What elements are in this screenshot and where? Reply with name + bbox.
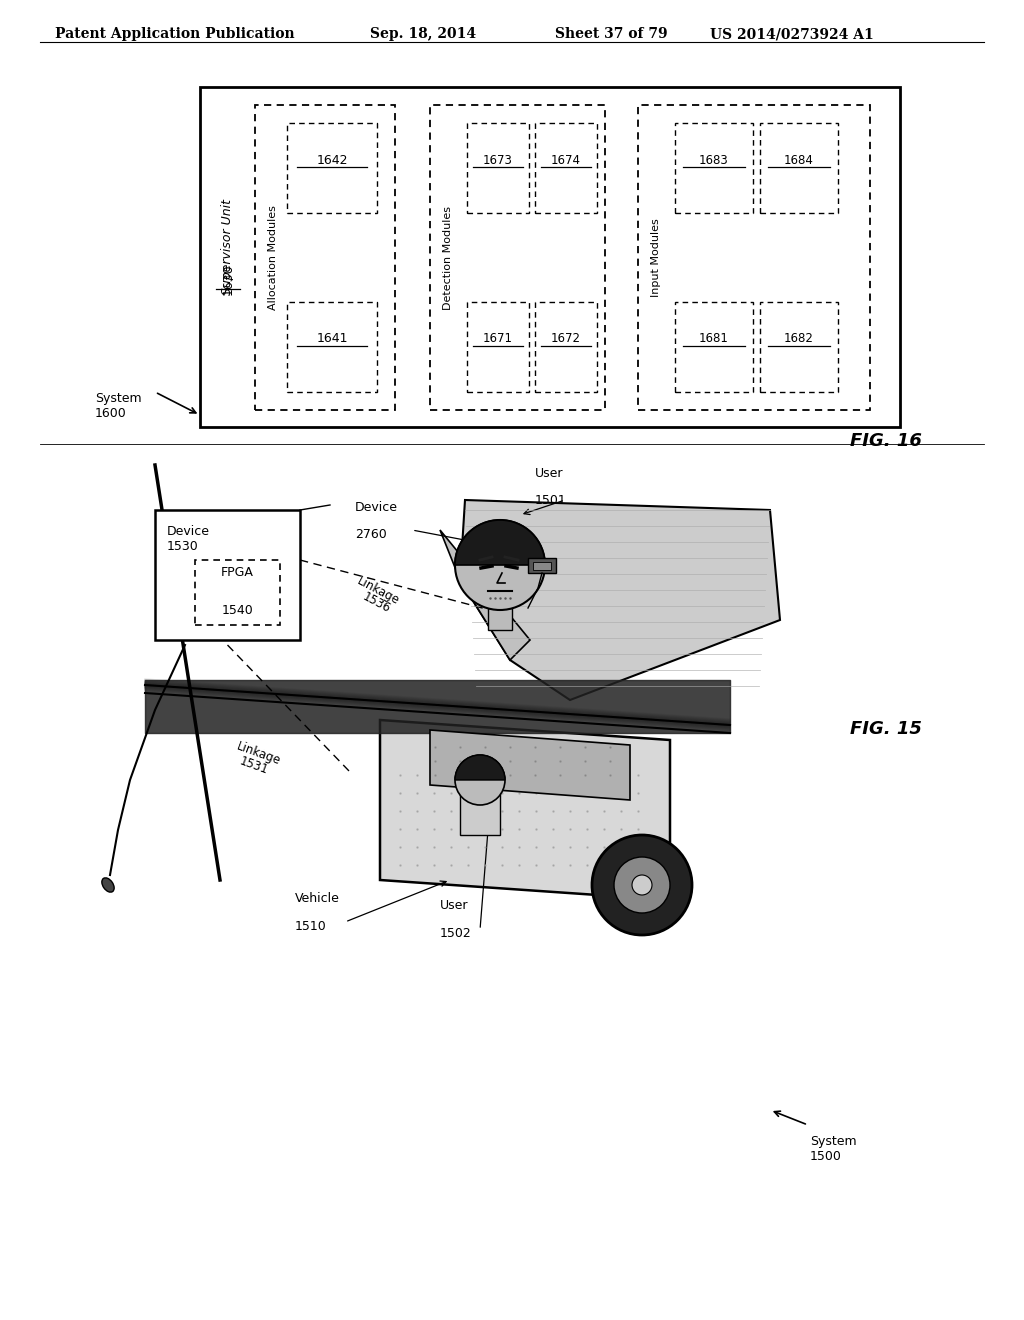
Text: 1502: 1502	[440, 927, 472, 940]
Bar	[675, 123, 753, 213]
Circle shape	[455, 755, 505, 805]
Text: 1683: 1683	[699, 153, 729, 166]
Text: 1642: 1642	[316, 153, 348, 166]
Text: 1600: 1600	[95, 407, 127, 420]
Circle shape	[592, 836, 692, 935]
Text: Device: Device	[167, 525, 210, 539]
Circle shape	[455, 520, 545, 610]
Text: Device: Device	[355, 502, 398, 513]
Bar	[760, 123, 838, 213]
Text: FPGA: FPGA	[221, 565, 254, 578]
Bar	[535, 123, 597, 213]
Text: System: System	[95, 392, 141, 405]
Bar	[760, 302, 838, 392]
Text: 1531: 1531	[238, 755, 270, 777]
Text: User: User	[440, 899, 469, 912]
Text: 1510: 1510	[295, 920, 327, 933]
Polygon shape	[460, 500, 780, 700]
Text: 1672: 1672	[551, 333, 581, 346]
Text: US 2014/0273924 A1: US 2014/0273924 A1	[710, 26, 873, 41]
Text: Linkage: Linkage	[355, 576, 401, 609]
Bar	[287, 302, 377, 392]
Text: Linkage: Linkage	[234, 741, 283, 768]
Text: Detection Modules: Detection Modules	[443, 206, 453, 309]
Text: 1684: 1684	[784, 153, 814, 166]
Bar	[467, 302, 529, 392]
Text: FIG. 15: FIG. 15	[850, 719, 922, 738]
Text: 1671: 1671	[483, 333, 513, 346]
Text: 1681: 1681	[699, 333, 729, 346]
Wedge shape	[455, 520, 545, 565]
Bar	[155, 510, 300, 640]
Text: User: User	[535, 467, 563, 480]
Text: 2760: 2760	[355, 528, 387, 541]
Ellipse shape	[101, 878, 114, 892]
Text: Input Modules: Input Modules	[651, 218, 662, 297]
Text: 1673: 1673	[483, 153, 513, 166]
Bar	[200, 87, 900, 426]
Text: Patent Application Publication: Patent Application Publication	[55, 26, 295, 41]
Circle shape	[614, 857, 670, 913]
Bar	[460, 785, 500, 836]
Bar	[675, 302, 753, 392]
Bar	[488, 609, 512, 630]
Text: 1530: 1530	[167, 540, 199, 553]
Text: 1536: 1536	[360, 590, 392, 615]
Polygon shape	[430, 730, 630, 800]
Text: 1682: 1682	[784, 333, 814, 346]
Bar	[638, 106, 870, 411]
Text: System: System	[810, 1135, 857, 1148]
Text: Sep. 18, 2014: Sep. 18, 2014	[370, 26, 476, 41]
Bar	[528, 558, 556, 573]
Text: 1630: 1630	[221, 263, 234, 294]
Bar	[534, 562, 551, 570]
Text: 1641: 1641	[316, 333, 348, 346]
Bar	[430, 106, 605, 411]
Text: 1540: 1540	[221, 605, 253, 618]
Circle shape	[632, 875, 652, 895]
Text: 1500: 1500	[810, 1150, 842, 1163]
Polygon shape	[380, 719, 670, 900]
Text: Allocation Modules: Allocation Modules	[268, 205, 278, 310]
Wedge shape	[455, 755, 505, 780]
Bar	[467, 123, 529, 213]
Bar	[535, 302, 597, 392]
Bar	[287, 123, 377, 213]
Text: 1501: 1501	[535, 494, 566, 507]
Text: FIG. 16: FIG. 16	[850, 432, 922, 450]
Bar	[255, 106, 395, 411]
Text: Supervisor Unit: Supervisor Unit	[221, 199, 234, 294]
Polygon shape	[440, 531, 530, 660]
Text: 1674: 1674	[551, 153, 581, 166]
Text: Sheet 37 of 79: Sheet 37 of 79	[555, 26, 668, 41]
Bar	[195, 560, 280, 624]
Text: Vehicle: Vehicle	[295, 892, 340, 906]
